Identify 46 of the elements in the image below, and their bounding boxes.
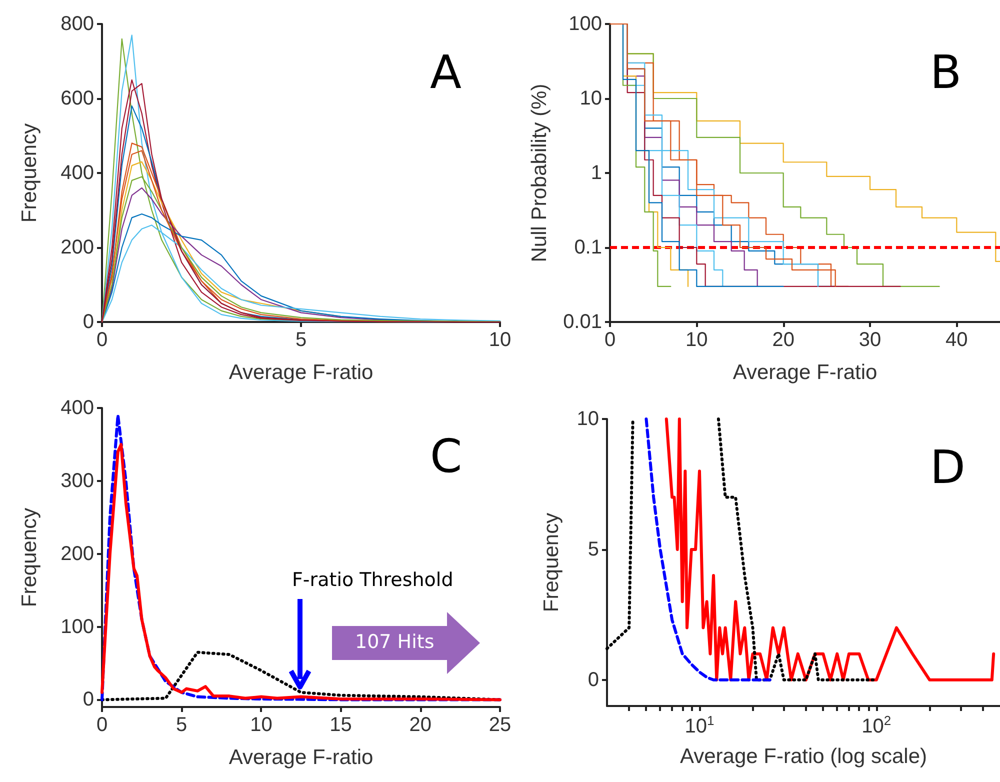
text: C: [430, 429, 462, 483]
x-tick-label: 20: [772, 329, 794, 351]
y-axis-title: Frequency: [540, 512, 563, 612]
text: A: [430, 45, 462, 99]
x-tick-label: 0: [96, 329, 108, 351]
y-tick-label: 400: [60, 162, 94, 184]
y-axis-title: Frequency: [18, 507, 41, 608]
x-tick-label: 0: [604, 329, 616, 351]
x-tick-label: 10: [686, 329, 708, 351]
x-tick-label: 30: [858, 329, 882, 351]
y-tick-label: 0.1: [574, 236, 602, 258]
y-tick-label: 0: [82, 311, 94, 333]
x-tick-label: 10: [250, 714, 272, 736]
text: D: [930, 440, 966, 494]
x-axis-title: Average F-ratio (log scale): [680, 745, 928, 768]
y-tick-label: 10: [580, 88, 602, 110]
y-tick-label: 400: [60, 397, 94, 419]
x-tick-label: 10: [488, 329, 512, 351]
x-tick-label: 20: [409, 714, 432, 736]
x-axis-title: Average F-ratio: [228, 361, 374, 384]
text: B: [930, 45, 962, 99]
y-tick-label: 10: [576, 408, 599, 430]
x-axis-title: Average F-ratio: [228, 746, 374, 769]
y-axis-title: Null Probability (%): [528, 84, 551, 262]
x-axis-title: Average F-ratio: [732, 361, 878, 384]
y-tick-label: 200: [60, 236, 94, 258]
annotation: 107 Hits: [355, 631, 434, 653]
x-tick-label: 5: [295, 329, 307, 351]
y-tick-label: 5: [588, 538, 599, 560]
y-tick-label: 0: [82, 688, 94, 711]
x-tick-label: 15: [330, 714, 352, 736]
y-tick-label: 300: [60, 470, 94, 492]
x-tick-label: 40: [946, 329, 968, 351]
x-tick-label: 0: [96, 714, 108, 736]
y-tick-label: 800: [60, 13, 94, 35]
x-tick-label: 25: [488, 714, 512, 736]
y-tick-label: 200: [60, 542, 94, 565]
annotation: F-ratio Threshold: [292, 569, 454, 591]
y-tick-label: 100: [568, 13, 602, 35]
y-axis-title: Frequency: [18, 122, 41, 223]
y-tick-label: 0: [588, 668, 599, 691]
y-tick-label: 100: [60, 616, 94, 638]
x-tick-label: 5: [176, 714, 188, 736]
y-tick-label: 600: [60, 88, 94, 110]
y-tick-label: 0.01: [563, 311, 602, 333]
y-tick-label: 1: [590, 162, 602, 184]
